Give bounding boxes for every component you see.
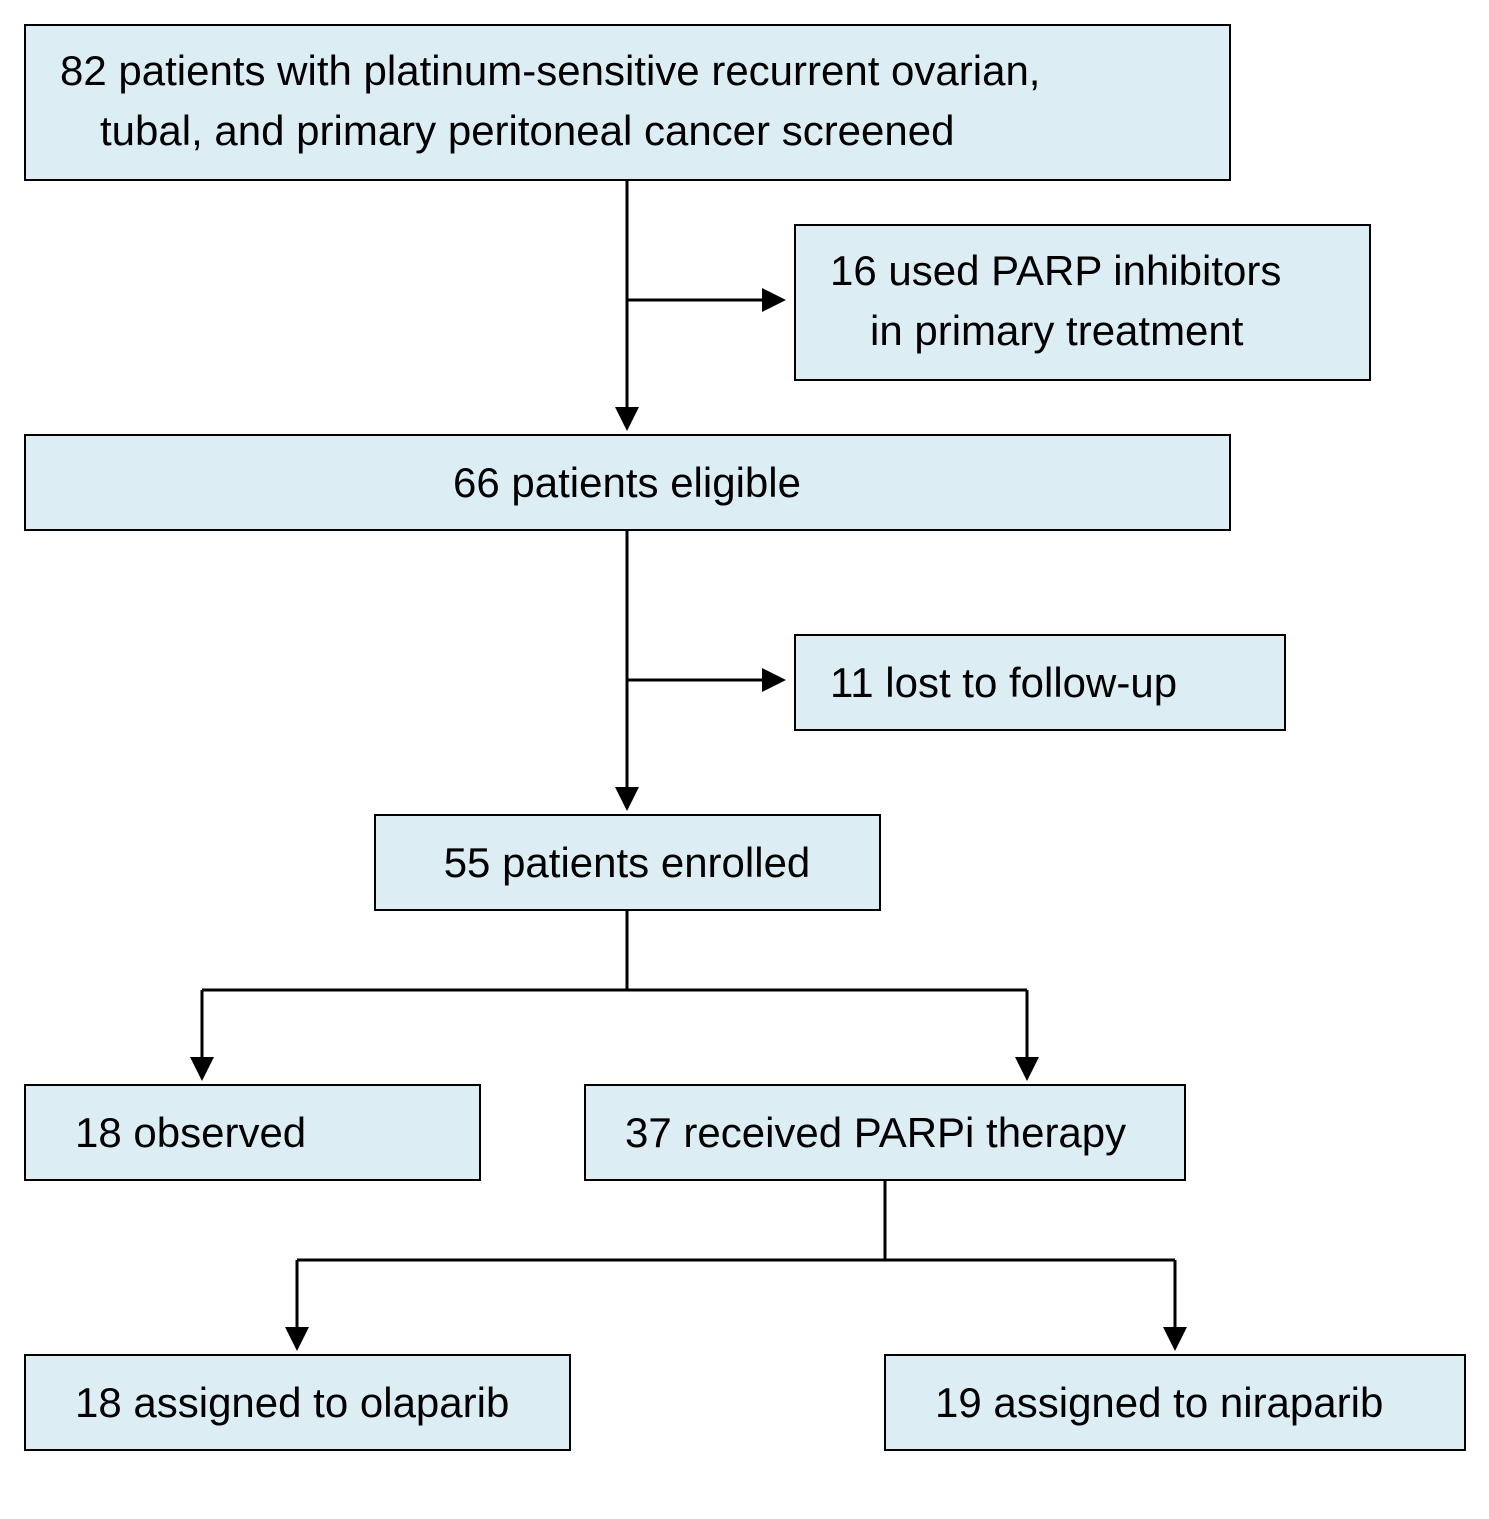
- text-excluded2: 11 lost to follow-up: [830, 659, 1177, 706]
- text-eligible: 66 patients eligible: [453, 459, 801, 506]
- text-screened-line1: 82 patients with platinum-sensitive recu…: [60, 47, 1040, 94]
- text-screened-line2: tubal, and primary peritoneal cancer scr…: [100, 107, 954, 154]
- text-excluded1-line2: in primary treatment: [870, 307, 1244, 354]
- text-niraparib: 19 assigned to niraparib: [935, 1379, 1383, 1426]
- text-enrolled: 55 patients enrolled: [444, 839, 811, 886]
- text-excluded1-line1: 16 used PARP inhibitors: [830, 247, 1281, 294]
- text-parpi: 37 received PARPi therapy: [625, 1109, 1126, 1156]
- text-observed: 18 observed: [75, 1109, 306, 1156]
- text-olaparib: 18 assigned to olaparib: [75, 1379, 509, 1426]
